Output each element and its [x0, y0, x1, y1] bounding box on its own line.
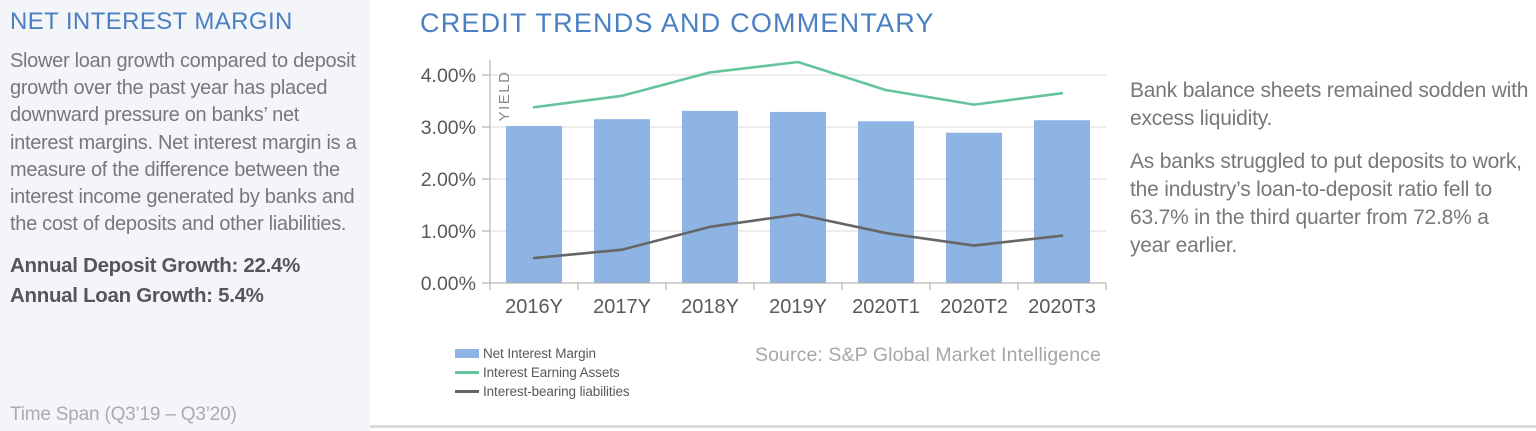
bar-swatch-icon — [455, 349, 479, 358]
nim-bar-2020T1 — [858, 121, 914, 283]
timespan-note: Time Span (Q3’19 – Q3’20) — [10, 404, 237, 425]
x-category-label: 2019Y — [769, 296, 827, 318]
legend-item-interest-bearing-liabilities: Interest-bearing liabilities — [455, 382, 630, 401]
y-tick-label: 3.00% — [421, 117, 476, 139]
legend-item-interest-earning-assets: Interest Earning Assets — [455, 363, 630, 382]
panel-title: NET INTEREST MARGIN — [10, 8, 293, 35]
green-line-swatch-icon — [455, 371, 479, 374]
x-category-label: 2020T1 — [852, 296, 920, 318]
interest-earning-assets-line — [532, 60, 1064, 109]
commentary-paragraph: As banks struggled to put deposits to wo… — [1130, 149, 1522, 257]
x-category-label: 2020T3 — [1028, 296, 1096, 318]
net-interest-margin-panel: NET INTEREST MARGIN Slower loan growth c… — [0, 0, 370, 431]
nim-bar-2019Y — [770, 111, 826, 283]
x-category-label: 2016Y — [505, 296, 563, 318]
yield-axis-title: YIELD — [496, 71, 513, 122]
commentary-panel: Bank balance sheets remained sodden with… — [1130, 77, 1534, 260]
y-tick-label: 1.00% — [421, 221, 476, 243]
credit-trends-chart: 0.00% 1.00% 2.00% 3.00% 4.00% 2016Y 2017Y 2018Y… — [421, 60, 1107, 318]
page-title: CREDIT TRENDS AND COMMENTARY — [420, 8, 935, 38]
legend-label: Interest-bearing liabilities — [483, 384, 630, 399]
nim-bar-2018Y — [682, 110, 738, 283]
stat-deposit-growth: Annual Deposit Growth: 22.4% — [10, 254, 301, 278]
legend-label: Interest Earning Assets — [483, 365, 620, 380]
source-attribution: Source: S&P Global Market Intelligence — [755, 344, 1101, 366]
x-category-label: 2020T2 — [940, 296, 1008, 318]
nim-bar-2016Y — [506, 125, 562, 284]
stat-loan-growth: Annual Loan Growth: 5.4% — [10, 284, 264, 308]
bottom-divider — [370, 425, 1536, 428]
legend-item-net-interest-margin: Net Interest Margin — [455, 344, 630, 363]
nim-bar-2020T3 — [1034, 120, 1090, 284]
legend-label: Net Interest Margin — [483, 346, 596, 361]
gray-line-swatch-icon — [455, 390, 479, 393]
y-tick-label: 2.00% — [421, 169, 476, 191]
nim-bar-2017Y — [594, 119, 650, 283]
commentary-paragraph: Bank balance sheets remained sodden with… — [1130, 79, 1529, 130]
panel-stats: Annual Deposit Growth: 22.4% Annual Loan… — [10, 251, 356, 310]
y-tick-label: 4.00% — [421, 65, 476, 87]
y-tick-label: 0.00% — [421, 273, 476, 295]
x-category-label: 2018Y — [681, 296, 739, 318]
nim-bar-2020T2 — [946, 132, 1002, 283]
x-category-label: 2017Y — [593, 296, 651, 318]
panel-body-text: Slower loan growth compared to deposit g… — [10, 50, 357, 236]
chart-legend: Net Interest Margin Interest Earning Ass… — [455, 344, 630, 401]
interest-bearing-liabilities-line — [532, 213, 1064, 260]
